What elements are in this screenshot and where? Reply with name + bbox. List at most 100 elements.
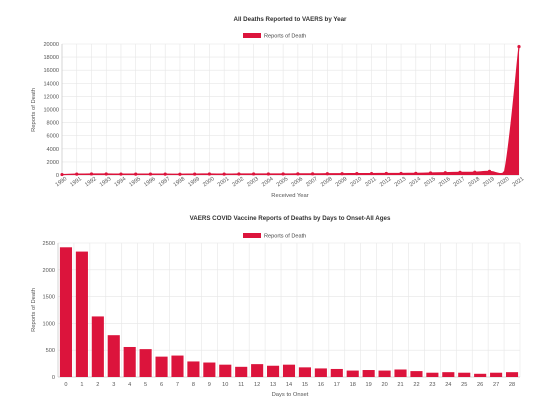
chart2-bar [426, 372, 439, 377]
chart2-x-tick-label: 25 [461, 382, 467, 388]
chart1-y-tick-label: 12000 [43, 94, 59, 100]
chart1-y-tick-label: 10000 [43, 108, 59, 114]
chart2-x-tick-label: 6 [160, 382, 163, 388]
chart2-y-tick-label: 500 [46, 348, 55, 354]
chart2-x-tick-label: 2 [96, 382, 99, 388]
chart2-bar [505, 372, 519, 377]
chart2-bar [187, 361, 200, 377]
chart2-x-tick-label: 20 [381, 382, 387, 388]
chart2-x-tick-label: 0 [64, 382, 67, 388]
chart2-x-tick-label: 15 [302, 382, 308, 388]
chart2-x-tick-label: 23 [429, 382, 435, 388]
chart1-data-point [89, 172, 94, 176]
chart1-x-tick-label: 2002 [232, 176, 246, 188]
chart1-x-tick-label: 1997 [158, 176, 172, 188]
chart2-x-tick-label: 18 [350, 382, 356, 388]
chart2-x-tick-label: 26 [477, 382, 483, 388]
chart1-x-tick-label: 1996 [143, 176, 157, 188]
chart1-y-tick-label: 4000 [47, 147, 59, 153]
chart2-bar [442, 372, 455, 377]
chart1-data-point [399, 171, 403, 176]
chart2-bar [378, 370, 391, 377]
chart1-legend-label[interactable]: Reports of Death [264, 34, 306, 40]
chart1-x-tick-label: 2013 [394, 176, 408, 188]
chart1-y-tick-label: 20000 [43, 42, 59, 48]
chart2-x-tick-label: 22 [413, 382, 419, 388]
chart2-bar [346, 370, 359, 377]
chart2-x-tick-label: 19 [366, 382, 372, 388]
chart2-y-tick-label: 2000 [43, 268, 55, 274]
chart2-bar [314, 368, 327, 377]
chart2-x-tick-label: 13 [270, 382, 276, 388]
chart1-y-tick-label: 0 [56, 173, 59, 179]
chart2-bar [474, 373, 487, 377]
chart1-x-tick-label: 2001 [217, 176, 231, 188]
chart1-data-point [473, 170, 477, 174]
chart1-x-tick-label: 1999 [187, 176, 201, 188]
chart2-bar [171, 355, 184, 377]
chart2-x-tick-label: 4 [128, 382, 131, 388]
chart2-x-tick-label: 17 [334, 382, 340, 388]
chart1-area-fill [62, 46, 519, 176]
chart1-x-tick-label: 2010 [349, 176, 363, 188]
chart2-x-tick-label: 7 [176, 382, 179, 388]
chart1-data-point [222, 172, 226, 176]
chart1-data-point [266, 172, 270, 176]
chart2-bar [91, 316, 104, 377]
chart2-bar [235, 366, 248, 377]
chart1-y-tick-label: 2000 [47, 160, 59, 166]
chart2-x-tick-label: 1 [80, 382, 83, 388]
chart1-data-point [369, 171, 374, 176]
chart1-legend-swatch[interactable] [243, 33, 261, 38]
chart1-data-point [104, 172, 108, 176]
chart1-data-point [340, 172, 344, 176]
chart1-data-point [134, 172, 138, 176]
chart1-title: All Deaths Reported to VAERS by Year [234, 16, 347, 23]
chart2-title: VAERS COVID Vaccine Reports of Deaths by… [190, 215, 391, 222]
chart1-data-point [325, 172, 329, 176]
chart1-data-point [119, 172, 123, 176]
chart2-bar [139, 349, 152, 377]
chart1-x-tick-label: 2017 [453, 176, 467, 188]
chart1-data-point [458, 170, 462, 174]
chart1-data-point [502, 171, 506, 175]
chart2-x-tick-label: 5 [144, 382, 147, 388]
chart2-bar [362, 370, 375, 377]
chart1-x-tick-label: 2015 [423, 176, 437, 188]
chart1-x-tick-label: 2004 [261, 176, 275, 188]
chart1-x-tick-label: 2018 [467, 176, 481, 188]
chart2-x-tick-label: 10 [222, 382, 228, 388]
chart2-y-tick-label: 1500 [43, 295, 55, 301]
chart1-x-tick-label: 2005 [276, 176, 290, 188]
chart1-y-tick-label: 6000 [47, 134, 59, 140]
chart1-data-point [296, 172, 300, 176]
chart2-bar [458, 372, 471, 377]
chart1-x-axis-label: Received Year [271, 193, 308, 199]
chart2-bar [394, 369, 407, 377]
chart1-x-tick-label: 1995 [128, 176, 142, 188]
chart2-legend-label[interactable]: Reports of Death [264, 234, 306, 240]
chart1-data-point [443, 171, 447, 175]
chart1-data-point [148, 172, 153, 176]
deaths-by-days-to-onset-chart: VAERS COVID Vaccine Reports of Deaths by… [31, 215, 521, 398]
chart1-x-tick-label: 1994 [114, 176, 128, 188]
chart1-y-tick-label: 8000 [47, 121, 59, 127]
chart1-data-point [384, 171, 388, 176]
chart1-y-tick-label: 14000 [43, 81, 59, 87]
chart2-legend-swatch[interactable] [243, 233, 261, 238]
chart1-x-tick-label: 1991 [69, 176, 83, 188]
chart2-x-tick-label: 8 [192, 382, 195, 388]
chart1-x-tick-label: 1992 [84, 176, 98, 188]
chart2-bar [330, 368, 343, 377]
chart1-series-line [61, 46, 520, 176]
chart2-x-tick-label: 28 [509, 382, 515, 388]
chart2-bar [219, 364, 232, 377]
chart1-x-tick-label: 2014 [408, 176, 422, 188]
chart2-x-tick-label: 16 [318, 382, 324, 388]
chart2-x-tick-label: 3 [112, 382, 115, 388]
chart1-data-point [428, 171, 433, 175]
chart1-x-tick-label: 2019 [482, 176, 496, 188]
chart2-bar [267, 365, 280, 377]
chart2-bar [107, 335, 120, 377]
chart1-y-tick-label: 18000 [43, 55, 59, 61]
